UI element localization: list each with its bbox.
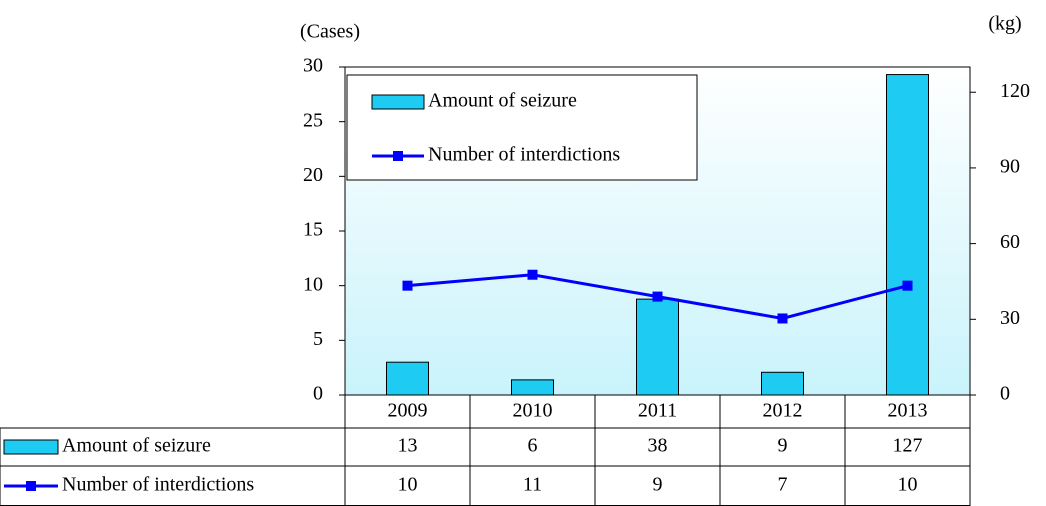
- legend-marker: [393, 151, 403, 161]
- legend-box: [346, 74, 698, 181]
- bar: [511, 379, 554, 396]
- line-marker: [652, 291, 663, 302]
- legend-label: Number of interdictions: [428, 144, 620, 166]
- line-marker: [777, 313, 788, 324]
- y2-tick-label: 0: [1000, 383, 1010, 405]
- table-cell: 10: [398, 474, 418, 496]
- table-row-label: Number of interdictions: [62, 474, 254, 496]
- bar: [636, 298, 679, 396]
- table-cell: 9: [778, 435, 788, 457]
- x-tick-label: 2010: [513, 400, 553, 422]
- table-swatch: [3, 439, 59, 455]
- y-tick-label: 20: [303, 164, 323, 186]
- x-tick-label: 2012: [763, 400, 803, 422]
- y2-tick-label: 120: [1000, 80, 1030, 102]
- table-cell: 127: [893, 435, 923, 457]
- y-axis-label: (Cases): [300, 21, 360, 43]
- line-marker: [402, 280, 413, 291]
- table-cell: 13: [398, 435, 418, 457]
- x-tick-label: 2011: [638, 400, 677, 422]
- legend-swatch: [371, 94, 425, 110]
- line-marker: [527, 269, 538, 280]
- table-cell: 38: [648, 435, 668, 457]
- y-tick-label: 15: [303, 219, 323, 241]
- table-cell: 6: [528, 435, 538, 457]
- table-cell: 7: [778, 474, 788, 496]
- y2-axis-label: (kg): [988, 13, 1021, 35]
- y2-tick-label: 60: [1000, 231, 1020, 253]
- table-cell: 11: [523, 474, 542, 496]
- table-cell: 9: [653, 474, 663, 496]
- table-row-label: Amount of seizure: [62, 435, 211, 457]
- line-marker: [902, 280, 913, 291]
- y2-tick-label: 90: [1000, 156, 1020, 178]
- y2-tick-label: 30: [1000, 307, 1020, 329]
- y-tick-label: 0: [313, 383, 323, 405]
- x-tick-label: 2013: [888, 400, 928, 422]
- legend-label: Amount of seizure: [428, 90, 577, 112]
- bar: [761, 371, 804, 396]
- y-tick-label: 10: [303, 273, 323, 295]
- y-tick-label: 5: [313, 328, 323, 350]
- y-tick-label: 30: [303, 55, 323, 77]
- x-tick-label: 2009: [388, 400, 428, 422]
- table-legend-marker: [26, 481, 36, 491]
- bar: [386, 361, 429, 396]
- bar: [886, 74, 929, 396]
- table-cell: 10: [898, 474, 918, 496]
- y-tick-label: 25: [303, 109, 323, 131]
